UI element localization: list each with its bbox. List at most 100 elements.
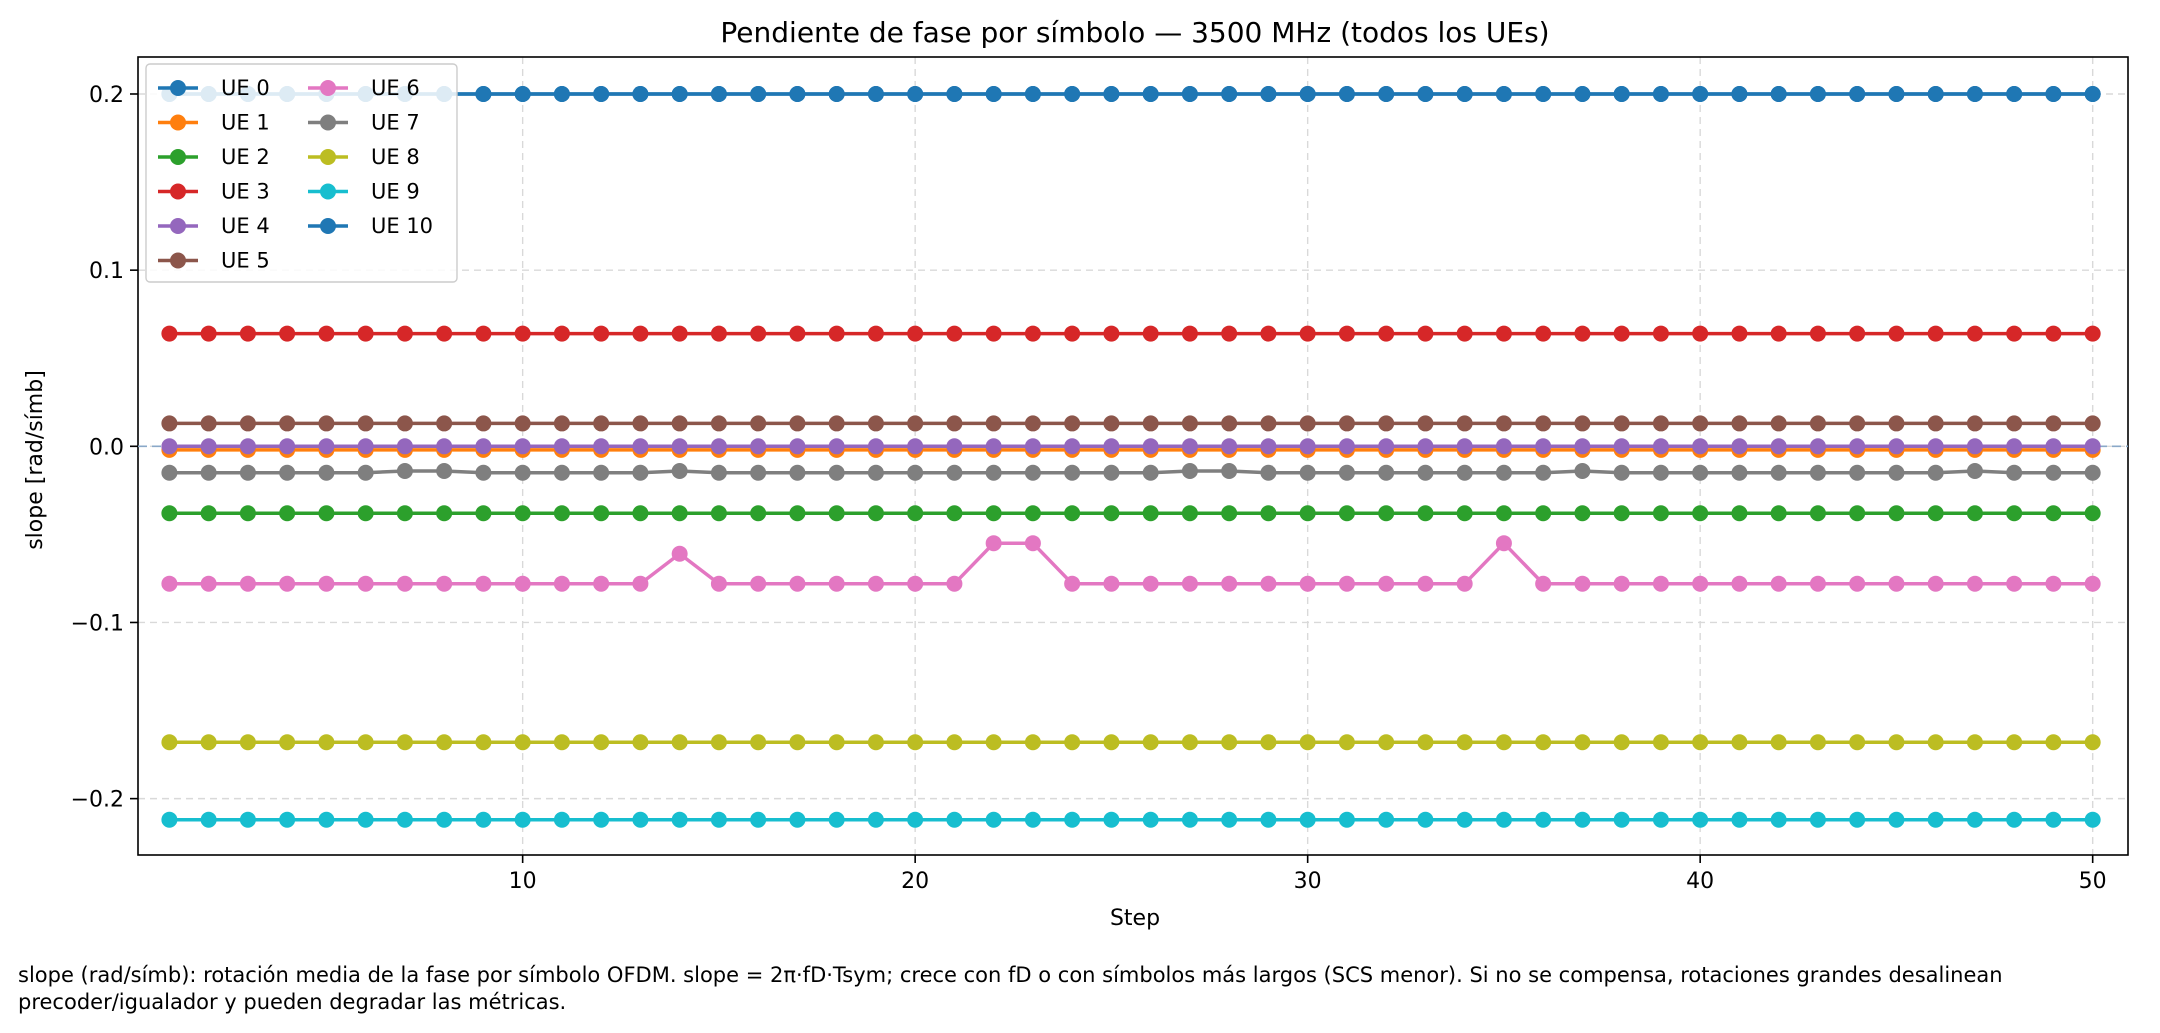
data-point	[2006, 505, 2023, 522]
data-point	[1338, 734, 1355, 751]
data-point	[436, 575, 453, 592]
data-point	[436, 415, 453, 432]
data-point	[396, 325, 413, 342]
data-point	[671, 438, 688, 455]
data-point	[1417, 811, 1434, 828]
data-point	[1535, 85, 1552, 102]
data-point	[2006, 734, 2023, 751]
data-point	[710, 575, 727, 592]
data-point	[828, 438, 845, 455]
data-point	[1927, 415, 1944, 432]
data-point	[1064, 325, 1081, 342]
data-point	[1260, 438, 1277, 455]
data-point	[1024, 811, 1041, 828]
data-point	[750, 438, 767, 455]
data-point	[1221, 734, 1238, 751]
data-point	[1495, 464, 1512, 481]
data-point	[985, 734, 1002, 751]
data-point	[1103, 325, 1120, 342]
data-point	[828, 85, 845, 102]
data-point	[789, 85, 806, 102]
data-point	[1417, 464, 1434, 481]
data-point	[1299, 464, 1316, 481]
data-point	[1378, 575, 1395, 592]
data-point	[1221, 415, 1238, 432]
legend-item: UE 2	[158, 145, 270, 169]
data-point	[161, 505, 178, 522]
data-point	[1142, 811, 1159, 828]
data-point	[318, 464, 335, 481]
data-point	[593, 325, 610, 342]
legend-item: UE 10	[308, 214, 433, 238]
data-point	[200, 325, 217, 342]
data-point	[357, 438, 374, 455]
data-point	[907, 464, 924, 481]
x-tick-label: 50	[2079, 869, 2107, 894]
data-point	[1535, 734, 1552, 751]
data-point	[1024, 438, 1041, 455]
data-point	[593, 811, 610, 828]
data-point	[1809, 325, 1826, 342]
legend-label: UE 10	[371, 214, 433, 238]
data-point	[1535, 505, 1552, 522]
data-point	[593, 575, 610, 592]
data-point	[1299, 811, 1316, 828]
data-point	[357, 811, 374, 828]
data-point	[1181, 734, 1198, 751]
data-point	[828, 415, 845, 432]
data-point	[2006, 325, 2023, 342]
data-point	[1613, 575, 1630, 592]
data-point	[1652, 811, 1669, 828]
data-point	[1103, 464, 1120, 481]
data-point	[593, 734, 610, 751]
y-tick-label: 0.2	[89, 83, 124, 108]
data-point	[1260, 415, 1277, 432]
legend-label: UE 3	[221, 180, 270, 204]
data-point	[1966, 505, 1983, 522]
data-point	[946, 85, 963, 102]
data-point	[318, 575, 335, 592]
data-point	[632, 505, 649, 522]
data-point	[789, 325, 806, 342]
legend-swatch-marker	[170, 114, 186, 131]
data-point	[907, 811, 924, 828]
legend-item: UE 4	[158, 214, 270, 238]
data-point	[1927, 811, 1944, 828]
data-point	[1103, 415, 1120, 432]
data-point	[1024, 85, 1041, 102]
data-point	[671, 734, 688, 751]
data-point	[1260, 811, 1277, 828]
legend-label: UE 9	[371, 180, 420, 204]
series-ue-4	[161, 438, 2101, 455]
data-point	[1809, 85, 1826, 102]
data-point	[1613, 811, 1630, 828]
data-point	[1338, 85, 1355, 102]
data-point	[907, 85, 924, 102]
data-point	[1181, 438, 1198, 455]
data-point	[1495, 438, 1512, 455]
data-point	[396, 575, 413, 592]
data-point	[1731, 464, 1748, 481]
data-point	[357, 415, 374, 432]
data-point	[946, 575, 963, 592]
legend-item: UE 7	[308, 111, 420, 135]
series-ue-2	[161, 505, 2101, 522]
data-point	[2045, 734, 2062, 751]
data-point	[1927, 325, 1944, 342]
data-point	[750, 575, 767, 592]
data-point	[1652, 505, 1669, 522]
data-point	[1770, 415, 1787, 432]
data-point	[396, 462, 413, 479]
data-point	[161, 734, 178, 751]
data-point	[1456, 811, 1473, 828]
data-point	[436, 438, 453, 455]
series-ue-3	[161, 325, 2101, 342]
data-point	[1809, 575, 1826, 592]
data-point	[789, 505, 806, 522]
data-point	[2045, 464, 2062, 481]
data-point	[1142, 464, 1159, 481]
data-point	[593, 438, 610, 455]
data-point	[1613, 325, 1630, 342]
x-axis-label: Step	[1110, 906, 1160, 931]
